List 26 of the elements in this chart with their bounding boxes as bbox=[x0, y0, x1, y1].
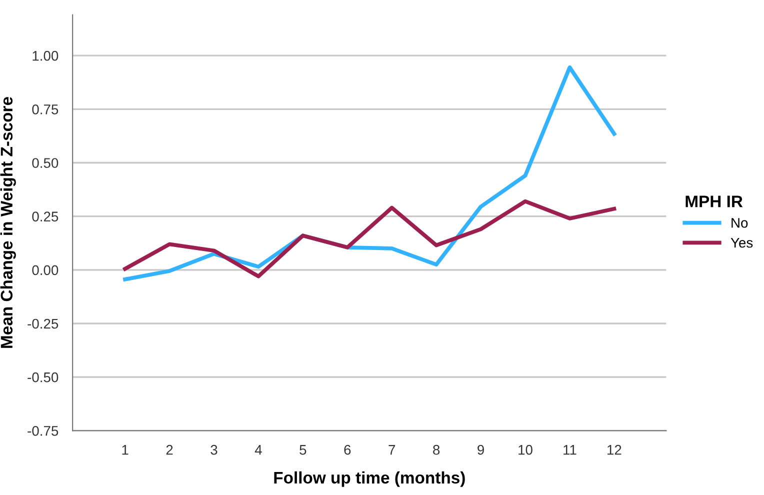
y-tick-label: 0.25 bbox=[32, 212, 58, 222]
x-tick-label: 11 bbox=[564, 445, 576, 455]
x-tick-label: 9 bbox=[478, 444, 484, 455]
legend-label: No bbox=[732, 218, 748, 228]
y-tick-label: 0.50 bbox=[32, 158, 58, 168]
y-tick-label: -0.75 bbox=[28, 426, 58, 436]
x-tick-label: 4 bbox=[254, 445, 262, 455]
x-tick-label: 10 bbox=[518, 444, 532, 455]
x-tick-label: 7 bbox=[388, 445, 396, 455]
y-tick-label: 0.75 bbox=[32, 104, 58, 114]
x-tick-label: 5 bbox=[300, 445, 306, 455]
x-tick-label: 8 bbox=[433, 444, 440, 455]
line-series bbox=[123, 199, 616, 278]
y-axis-title: Mean Change in Weight Z-score bbox=[0, 97, 16, 348]
legend-label: Yes bbox=[730, 238, 753, 248]
y-tick-label: -0.25 bbox=[28, 318, 58, 329]
legend-title: MPH IR bbox=[686, 196, 743, 208]
x-tick-label: 3 bbox=[210, 444, 218, 455]
x-tick-label: 1 bbox=[122, 445, 128, 455]
x-tick-label: 12 bbox=[608, 444, 622, 455]
y-tick-label: -0.50 bbox=[28, 372, 58, 382]
y-tick-label: 1.00 bbox=[32, 50, 58, 61]
x-tick-label: 6 bbox=[344, 444, 351, 455]
y-tick-label: 0.00 bbox=[32, 265, 58, 276]
x-tick-label: 2 bbox=[166, 444, 173, 455]
x-axis-title: Follow up time (months) bbox=[274, 471, 465, 487]
